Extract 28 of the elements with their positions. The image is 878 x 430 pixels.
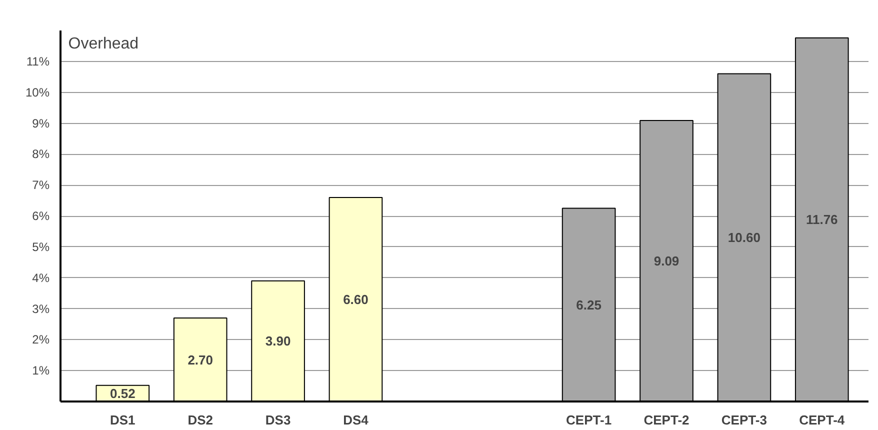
x-tick-label: CEPT-1 (566, 412, 612, 428)
y-tick-label: 6% (32, 209, 50, 223)
data-label: 6.25 (576, 297, 602, 312)
y-tick-label: 5% (32, 240, 50, 254)
x-tick-label: DS1 (110, 412, 136, 428)
data-label: 2.70 (188, 352, 214, 368)
x-tick-label: DS4 (343, 412, 370, 428)
y-tick-label: 8% (32, 147, 50, 162)
x-tick-label: CEPT-2 (644, 412, 690, 428)
x-tick-label: CEPT-4 (799, 412, 846, 428)
y-axis-title: Overhead (68, 36, 139, 52)
y-tick-label: 11% (26, 54, 50, 68)
x-tick-label: CEPT-3 (721, 412, 767, 428)
x-tick-label: DS2 (188, 412, 213, 428)
data-label: 11.76 (806, 212, 838, 228)
data-label: 10.60 (728, 230, 760, 246)
data-label: 3.90 (265, 334, 291, 349)
y-tick-label: 10% (25, 85, 50, 100)
y-tick-label: 7% (32, 178, 50, 192)
y-tick-label: 9% (32, 116, 50, 130)
data-label: 0.52 (110, 386, 136, 401)
data-label: 9.09 (654, 253, 680, 268)
y-tick-label: 4% (32, 270, 50, 285)
y-tick-label: 1% (32, 364, 50, 378)
y-tick-label: 2% (32, 332, 50, 347)
y-tick-label: 3% (32, 302, 50, 316)
data-label: 6.60 (343, 292, 368, 307)
x-tick-label: DS3 (265, 412, 291, 428)
